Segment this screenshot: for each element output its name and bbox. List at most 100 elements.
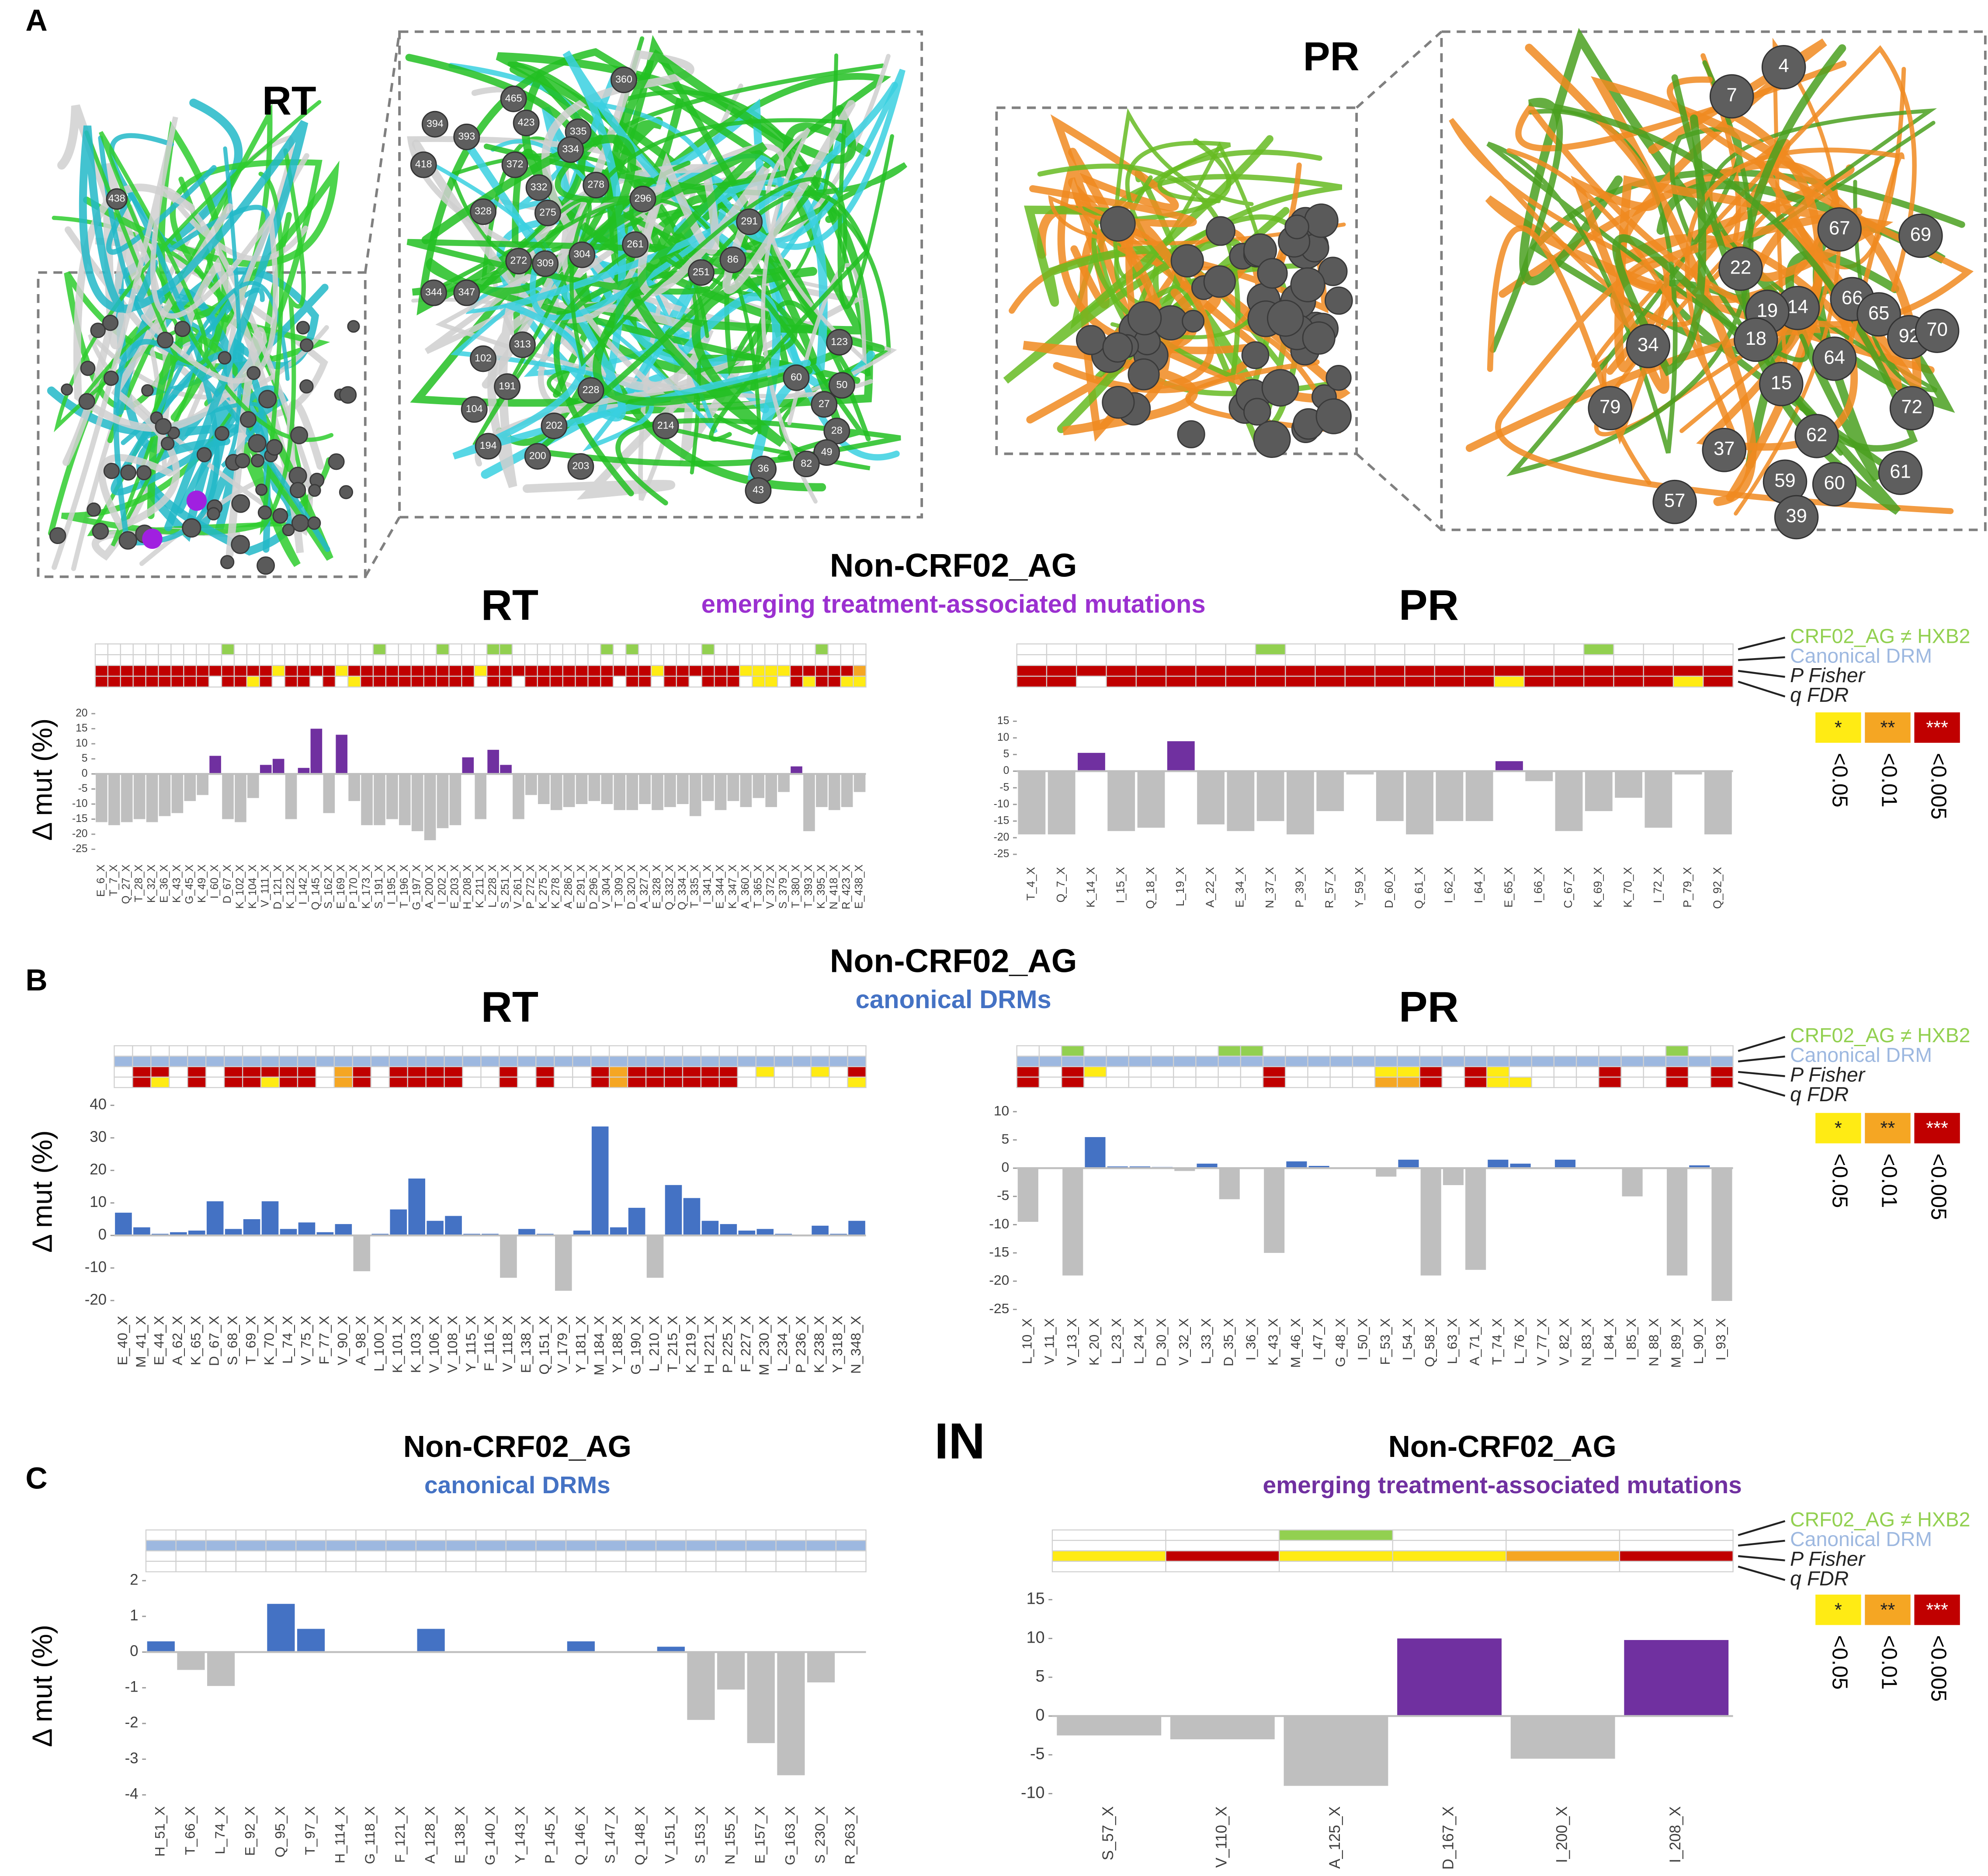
strip-cell [1061, 1055, 1085, 1068]
residue-label: 372 [507, 158, 524, 170]
sphere [49, 527, 66, 544]
strip-cell [309, 654, 323, 666]
x-tick-label: L_23_X [1109, 1318, 1124, 1364]
strip-cell [1710, 1076, 1734, 1088]
strip-cell [407, 1045, 427, 1057]
strip-cell [655, 1529, 687, 1541]
strip-cell [259, 654, 273, 666]
residue-label: 313 [514, 338, 531, 350]
strip-cell [372, 654, 387, 666]
y-axis-label: Δ mut (%) [27, 718, 58, 841]
strip-cell [600, 654, 614, 666]
strip-cell [1620, 1076, 1644, 1088]
strip-cell [1046, 676, 1077, 688]
bar [1256, 771, 1284, 821]
strip-cell [1285, 676, 1316, 688]
strip-cell [175, 1550, 207, 1562]
strip-cell [1688, 1066, 1711, 1078]
strip-cell [259, 676, 273, 688]
legend-label: <0.05 [1828, 753, 1852, 808]
y-tick-label: 10 [1027, 1628, 1045, 1646]
strip-cell [1195, 1076, 1219, 1088]
x-tick-label: I_93_X [1714, 1318, 1728, 1360]
residue-label: 4 [1779, 55, 1789, 76]
strip-cell [1038, 1066, 1062, 1078]
strip-cell [1494, 643, 1525, 655]
strip-cell [1643, 1045, 1667, 1057]
strip-cell [1278, 1529, 1393, 1541]
sphere [823, 417, 850, 444]
strip-cell [205, 1045, 225, 1057]
strip-cell [1441, 1045, 1465, 1057]
sphere [1652, 479, 1697, 524]
subheading: canonical DRMs [856, 985, 1051, 1014]
strip-cell [1165, 1529, 1280, 1541]
x-tick-label: D_320_X [626, 864, 638, 909]
sphere [501, 151, 528, 178]
strip-cell [221, 676, 235, 688]
strip-cell [745, 1560, 777, 1572]
bar [121, 774, 133, 822]
strip-cell [410, 643, 424, 655]
strip-cell [1434, 676, 1465, 688]
y-tick-label: -4 [125, 1786, 139, 1803]
strip-cell [1225, 665, 1256, 677]
sphere [1812, 336, 1857, 381]
strip-cell [600, 665, 614, 677]
strip-cell [1128, 1045, 1152, 1057]
strip-cell [499, 643, 513, 655]
bar [1555, 771, 1583, 831]
y-tick-label: 10 [994, 1103, 1009, 1118]
chart-subtitle: emerging treatment-associated mutations [1263, 1471, 1742, 1498]
strip-cell [517, 1055, 537, 1068]
sphere [1315, 398, 1352, 434]
panel-label: A [25, 3, 47, 38]
strip-cell [701, 654, 715, 666]
strip-cell [737, 1055, 756, 1068]
strip-cell [260, 1055, 280, 1068]
strip-cell [1703, 643, 1734, 655]
bar [1062, 1168, 1083, 1276]
strip-cell [1016, 1066, 1040, 1078]
strip-row-label: Canonical DRM [1790, 644, 1932, 667]
strip-cell [235, 1529, 267, 1541]
strip-cell [474, 676, 488, 688]
strip-cell [445, 1560, 477, 1572]
strip-cell [645, 1055, 665, 1068]
sphere [87, 502, 101, 517]
strip-cell [789, 654, 804, 666]
strip-cell [600, 643, 614, 655]
strip-cell [1262, 1066, 1286, 1078]
strip-cell [827, 665, 841, 677]
y-tick-label: 0 [130, 1643, 138, 1660]
x-tick-label: D_121_X [272, 864, 284, 909]
strip-cell [685, 1540, 717, 1552]
bar [207, 1652, 235, 1686]
strip-cell [613, 665, 627, 677]
x-tick-label: P_272_X [525, 864, 537, 909]
strip-cell [474, 665, 488, 677]
strip-cell [739, 654, 753, 666]
x-tick-label: V_151_X [662, 1806, 678, 1863]
sphere [1702, 427, 1747, 472]
sphere [813, 439, 840, 466]
legend-symbol: * [1835, 717, 1842, 738]
strip-cell [565, 1529, 597, 1541]
residue-label: 27 [819, 398, 830, 409]
x-tick-label: T_74_X [1490, 1318, 1505, 1365]
sphere [1588, 386, 1632, 430]
strip-cell [764, 665, 778, 677]
y-tick-label: 0 [1002, 1159, 1010, 1175]
strip-cell [1255, 654, 1286, 666]
strip-cell [284, 676, 298, 688]
strip-cell [840, 654, 854, 666]
x-tick-label: K_173_X [361, 864, 372, 909]
sphere [494, 373, 521, 400]
sphere [410, 151, 437, 178]
bar [96, 774, 108, 822]
strip-cell [223, 1076, 243, 1088]
sphere [1170, 244, 1204, 277]
sphere [470, 345, 496, 372]
x-tick-label: D_67_X [222, 864, 233, 903]
